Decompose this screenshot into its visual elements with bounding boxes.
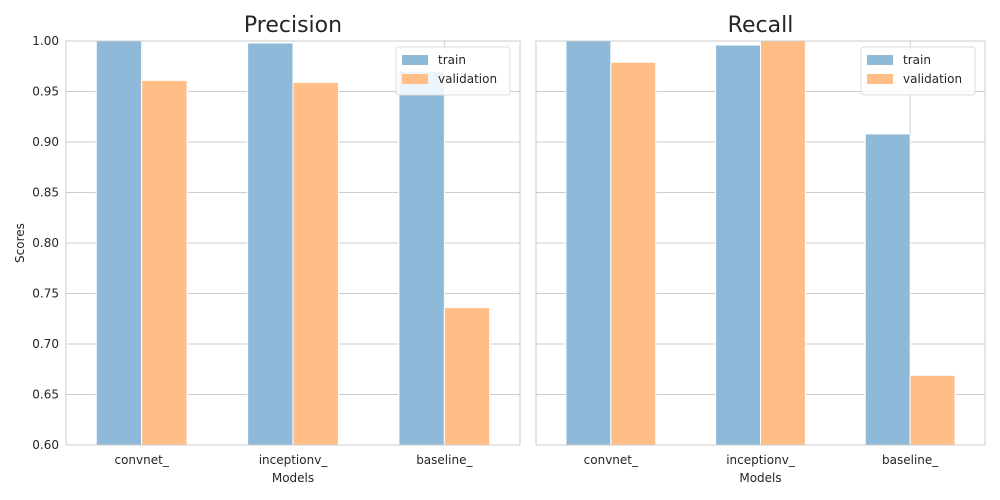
x-tick-label: convnet_	[584, 453, 639, 467]
bar-train-convnet	[565, 40, 612, 446]
bar-validation-inceptionv	[292, 81, 339, 446]
y-tick-label: 0.80	[32, 236, 59, 250]
x-tick-label: inceptionv_	[726, 453, 796, 467]
y-tick-label: 0.70	[32, 337, 59, 351]
bar-train-baseline	[864, 133, 911, 446]
y-tick-label: 1.00	[32, 34, 59, 48]
x-tick-label: convnet_	[114, 453, 169, 467]
legend-swatch-validation	[867, 74, 893, 84]
legend: train validation	[860, 46, 976, 96]
plot-frame	[65, 40, 521, 446]
legend-label-validation: validation	[438, 72, 497, 86]
y-tick-label: 0.60	[32, 438, 59, 452]
bar-validation-convnet	[610, 61, 657, 446]
y-tick-label: 0.65	[32, 388, 59, 402]
x-axis-label: Models	[272, 471, 314, 485]
x-tick-label: inceptionv_	[259, 453, 329, 467]
y-tick-label: 0.75	[32, 287, 59, 301]
legend-label-train: train	[903, 53, 931, 67]
chart-title: Precision	[244, 13, 342, 38]
y-axis-label: Scores	[13, 223, 27, 263]
bar-train-inceptionv	[715, 44, 761, 446]
plot-frame	[535, 40, 986, 446]
x-tick-label: baseline_	[416, 453, 473, 467]
legend-label-train: train	[438, 53, 466, 67]
bar-train-baseline	[398, 70, 445, 446]
bar-validation-baseline	[443, 307, 491, 446]
chart-title: Recall	[728, 13, 794, 38]
x-tick-label: baseline_	[882, 453, 939, 467]
bar-validation-convnet	[141, 79, 188, 446]
bar-validation-baseline	[909, 374, 956, 446]
legend-label-validation: validation	[903, 72, 962, 86]
bar-validation-inceptionv	[760, 40, 806, 446]
legend: train validation	[395, 46, 511, 96]
y-tick-label: 0.85	[32, 186, 59, 200]
legend-swatch-train	[867, 55, 893, 65]
chart-panel-0: Precision 0.60 0.65 0.70 0.75 0.80 0.85 0.90 0.9…	[13, 13, 521, 485]
bar-train-convnet	[95, 40, 143, 446]
y-tick-label: 0.95	[32, 85, 59, 99]
legend-swatch-validation	[402, 74, 428, 84]
legend-swatch-train	[402, 55, 428, 65]
x-axis-label: Models	[739, 471, 781, 485]
chart-panel-1: Recall convnet_ inceptionv_ baseline_ Models…	[535, 13, 986, 485]
bar-train-inceptionv	[247, 42, 294, 446]
y-tick-label: 0.90	[32, 135, 59, 149]
